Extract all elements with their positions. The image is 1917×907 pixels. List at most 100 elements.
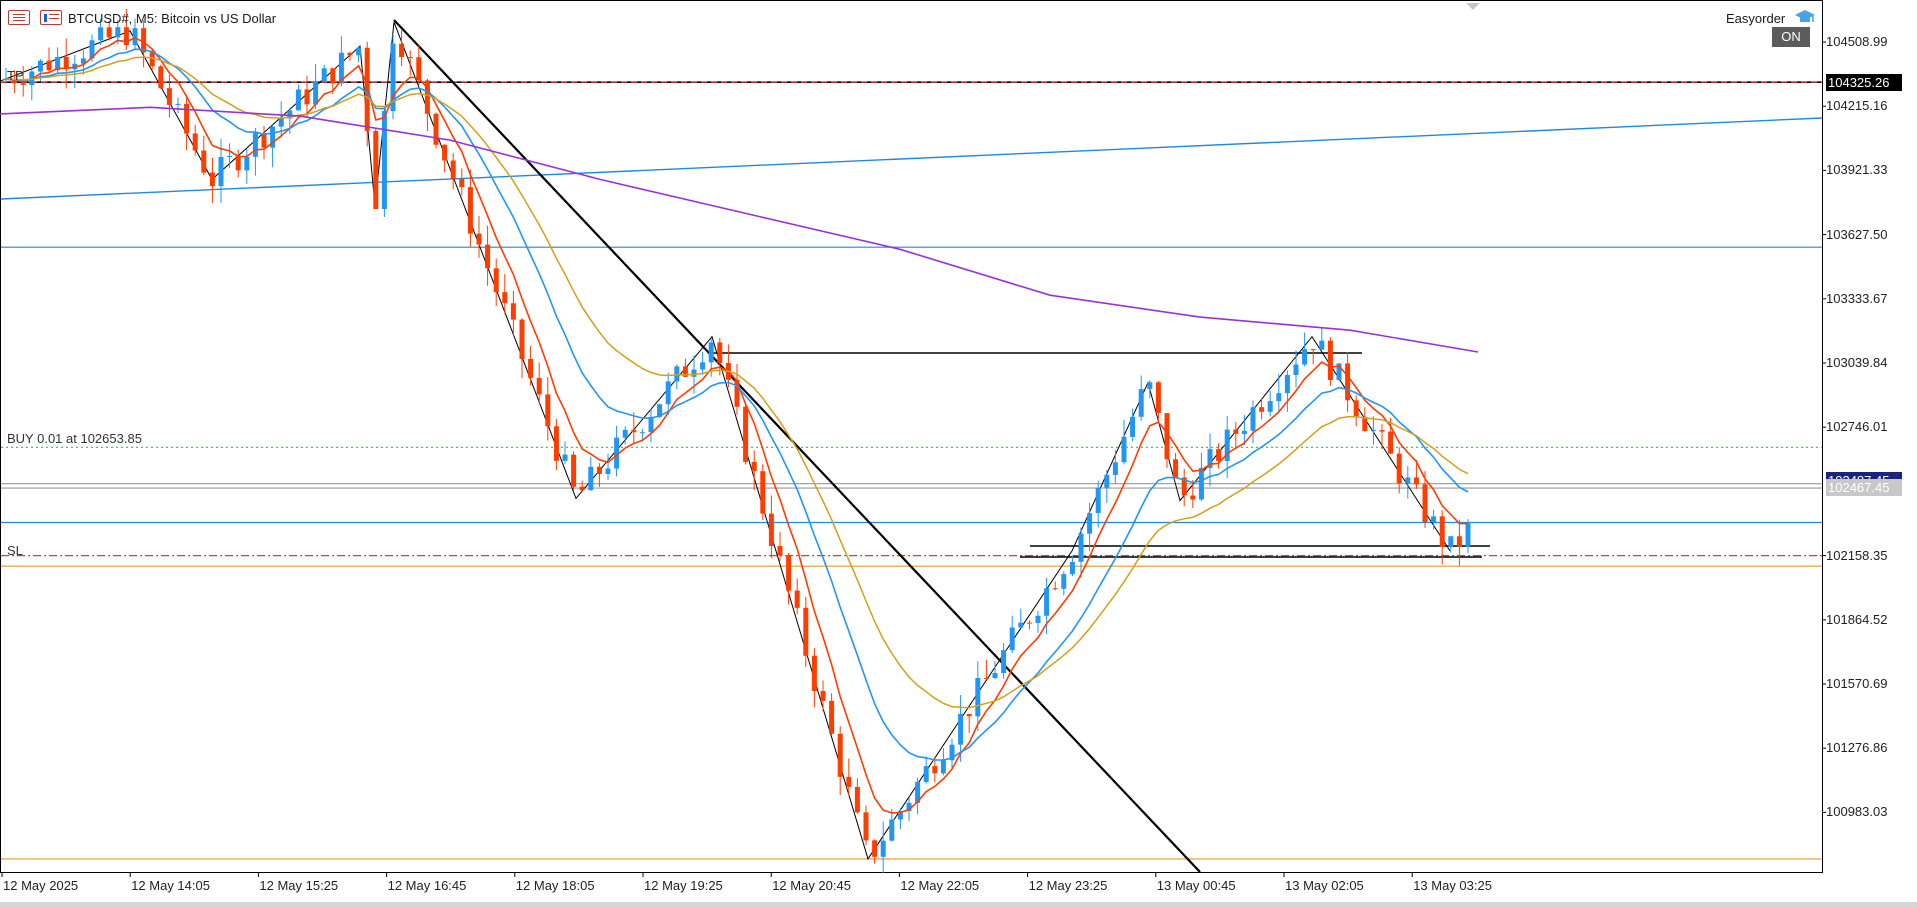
price-label: 103039.84	[1826, 355, 1888, 370]
candle-bull	[605, 468, 611, 475]
candle-bull	[287, 110, 293, 119]
time-label: 12 May 18:05	[515, 878, 595, 893]
candle-bear	[1456, 536, 1462, 547]
price-label: 101864.52	[1826, 611, 1888, 627]
candle-bear	[502, 292, 508, 304]
sl-label: SL	[7, 543, 23, 558]
candle-bull	[37, 60, 43, 72]
time-label: 12 May 22:05	[900, 878, 980, 893]
candle-bull	[270, 126, 276, 148]
candle-bull	[958, 713, 964, 745]
candle-bear	[184, 103, 190, 134]
candle-bear	[1327, 340, 1333, 381]
candle-bull	[1147, 382, 1153, 390]
candle-bear	[768, 513, 774, 547]
candle-bull	[562, 454, 568, 461]
candle-bull	[381, 111, 387, 210]
menu-icon[interactable]	[8, 10, 30, 25]
price-label: 103333.67	[1826, 290, 1888, 306]
candle-bull	[1276, 393, 1282, 402]
candle-bear	[123, 27, 129, 46]
candle-bear	[803, 607, 809, 656]
ea-status-badge[interactable]: ON	[1772, 27, 1810, 47]
candle-bear	[450, 160, 456, 179]
candle-bear	[743, 406, 749, 462]
candle-bull	[1138, 389, 1144, 417]
candle-bear	[596, 466, 602, 475]
candle-bull	[80, 58, 86, 64]
candle-bull	[1336, 363, 1342, 381]
candle-bull	[975, 677, 981, 717]
candle-bear	[1190, 495, 1196, 500]
graduation-cap-icon[interactable]	[1794, 9, 1816, 25]
candle-bear	[476, 233, 482, 245]
candle-bear	[854, 786, 860, 813]
candle-bull	[252, 133, 258, 157]
candle-bear	[1259, 407, 1265, 412]
candle-bull	[1198, 467, 1204, 500]
candle-bull	[278, 118, 284, 127]
candle-bear	[1353, 400, 1359, 417]
candle-bear	[751, 461, 757, 472]
bottom-tab-bar[interactable]	[0, 902, 1917, 907]
candle-bull	[700, 362, 706, 370]
candle-bull	[1130, 416, 1136, 437]
time-label: 13 May 00:45	[1156, 878, 1236, 893]
candle-bull	[665, 381, 671, 405]
candle-bear	[235, 156, 241, 171]
candle-bear	[1388, 431, 1394, 454]
candle-bear	[528, 358, 534, 378]
candle-bull	[1121, 436, 1127, 463]
candle-bear	[493, 268, 499, 293]
symbol-title: BTCUSD#, M5: Bitcoin vs US Dollar	[68, 11, 277, 26]
candle-bull	[880, 840, 886, 857]
candle-bull	[691, 369, 697, 377]
candle-bear	[863, 812, 869, 841]
candle-bull	[1061, 574, 1067, 589]
candle-bear	[553, 426, 559, 461]
tp-label: TP	[7, 68, 24, 83]
candle-bear	[1181, 477, 1187, 496]
time-label: 12 May 20:45	[772, 878, 851, 893]
candle-bear	[141, 28, 147, 53]
candle-bear	[820, 691, 826, 701]
candle-bear	[631, 429, 637, 433]
price-label: 102158.35	[1826, 547, 1888, 563]
candle-bear	[579, 486, 585, 491]
candle-bull	[313, 81, 319, 105]
candle-bull	[1069, 561, 1075, 575]
candle-bear	[424, 80, 430, 114]
candle-bear	[1216, 449, 1222, 461]
candle-bear	[545, 394, 551, 427]
candle-bear	[304, 89, 310, 105]
candle-bear	[536, 377, 542, 395]
candle-bull	[115, 27, 121, 38]
candle-bear	[932, 766, 938, 774]
candle-bear	[399, 43, 405, 58]
chart-list-icon[interactable]	[40, 10, 62, 25]
candle-bear	[966, 713, 972, 717]
candle-bull	[1319, 340, 1325, 350]
candle-bear	[1233, 429, 1239, 434]
price-label: 104215.16	[1826, 98, 1888, 114]
candle-bear	[261, 133, 267, 148]
candle-bear	[1310, 349, 1316, 351]
candle-bull	[1241, 430, 1247, 434]
price-label: 103627.50	[1826, 226, 1888, 242]
candle-bull	[1267, 401, 1273, 412]
time-label: 12 May 2025	[3, 878, 79, 893]
scroll-marker-icon	[1466, 3, 1480, 10]
candle-bear	[794, 590, 800, 608]
candle-bull	[1207, 449, 1213, 468]
candle-bear	[442, 144, 448, 161]
candle-bear	[846, 776, 852, 787]
candle-bear	[166, 88, 172, 105]
time-label: 13 May 03:25	[1413, 878, 1492, 893]
candle-bull	[175, 103, 181, 105]
price-label: 100983.03	[1826, 804, 1888, 820]
candle-bear	[983, 677, 989, 679]
candle-bear	[63, 56, 69, 70]
candle-bull	[1302, 349, 1308, 365]
candle-bear	[106, 27, 112, 38]
